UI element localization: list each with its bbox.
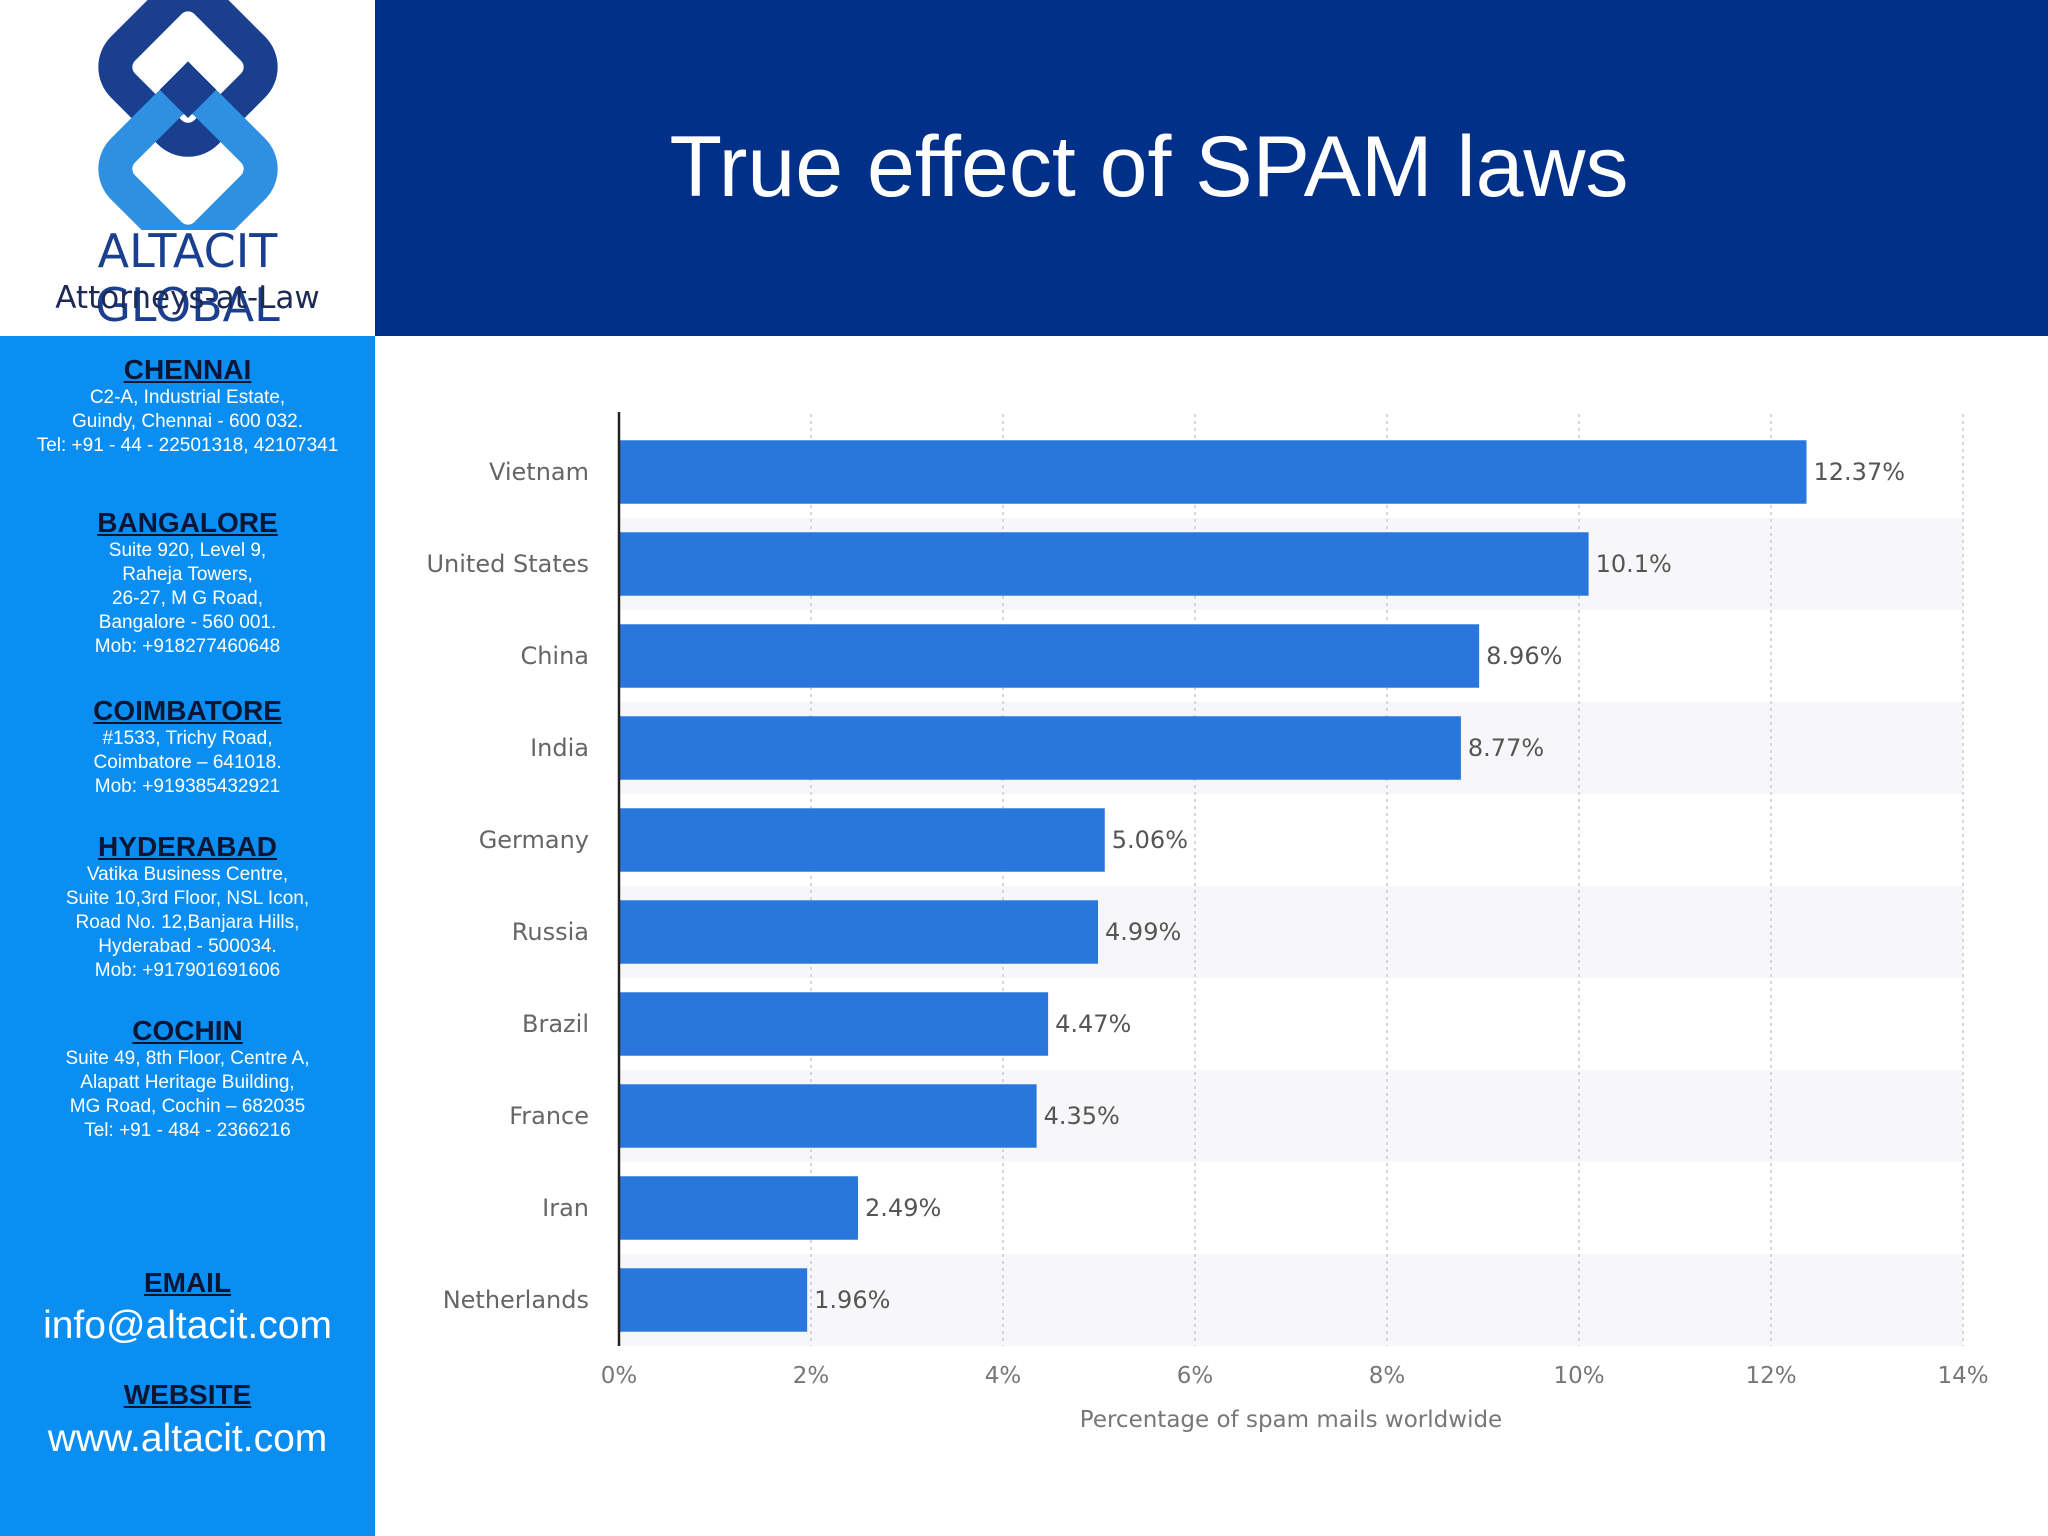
- office-hyderabad: HYDERABAD Vatika Business Centre, Suite …: [0, 831, 375, 983]
- logo-panel: ALTACIT GLOBAL Attorneys-at-Law: [0, 0, 375, 336]
- bar: [619, 1268, 808, 1332]
- office-name: CHENNAI: [123, 354, 252, 385]
- office-address-line: Alapatt Heritage Building,: [80, 1072, 295, 1093]
- value-label: 8.77%: [1468, 734, 1544, 762]
- sidebar: CHENNAI C2-A, Industrial Estate, Guindy,…: [0, 336, 375, 1536]
- logo-square-light: [98, 79, 278, 230]
- category-label: Vietnam: [489, 458, 589, 486]
- bar: [619, 1084, 1037, 1148]
- bar: [619, 1176, 859, 1240]
- x-tick-label: 0%: [601, 1363, 638, 1389]
- email-label: EMAIL: [143, 1267, 232, 1298]
- value-label: 5.06%: [1112, 826, 1188, 854]
- bar: [619, 992, 1049, 1056]
- bar: [619, 624, 1480, 688]
- brand-name: ALTACIT GLOBAL: [95, 224, 280, 332]
- bar: [619, 900, 1099, 964]
- office-phone: Mob: +919385432921: [94, 776, 281, 797]
- office-address-line: 26-27, M G Road,: [111, 588, 264, 609]
- office-name: COCHIN: [132, 1015, 243, 1046]
- office-address-line: Raheja Towers,: [122, 564, 253, 585]
- x-axis-title: Percentage of spam mails worldwide: [1080, 1407, 1502, 1433]
- website-label: WEBSITE: [123, 1379, 252, 1410]
- bar: [619, 440, 1807, 504]
- office-name: BANGALORE: [97, 507, 278, 538]
- category-label: France: [509, 1102, 589, 1130]
- row-stripe: [619, 1254, 1963, 1346]
- category-label: India: [530, 734, 589, 762]
- office-address-line: Suite 920, Level 9,: [108, 540, 267, 561]
- office-address-line: #1533, Trichy Road,: [102, 728, 273, 749]
- email-link[interactable]: info@altacit.com: [43, 1304, 332, 1347]
- x-tick-label: 6%: [1177, 1363, 1214, 1389]
- website-link[interactable]: www.altacit.com: [47, 1417, 328, 1460]
- office-cochin: COCHIN Suite 49, 8th Floor, Centre A, Al…: [0, 1015, 375, 1143]
- bar: [619, 808, 1105, 872]
- category-label: Germany: [479, 826, 589, 854]
- office-address-line: Suite 10,3rd Floor, NSL Icon,: [65, 888, 310, 909]
- value-label: 10.1%: [1596, 550, 1672, 578]
- category-label: Russia: [512, 918, 589, 946]
- category-label: China: [520, 642, 589, 670]
- x-tick-label: 10%: [1553, 1363, 1604, 1389]
- office-address-line: Vatika Business Centre,: [86, 864, 289, 885]
- office-phone: Mob: +917901691606: [94, 960, 281, 981]
- page-title: True effect of SPAM laws: [669, 119, 1629, 215]
- brand-tagline: Attorneys-at-Law: [55, 280, 320, 316]
- office-address-line: Coimbatore – 641018.: [93, 752, 282, 773]
- office-address-line: Guindy, Chennai - 600 032.: [72, 411, 303, 432]
- x-tick-label: 2%: [793, 1363, 830, 1389]
- office-coimbatore: COIMBATORE #1533, Trichy Road, Coimbator…: [0, 695, 375, 799]
- office-address-line: C2-A, Industrial Estate,: [89, 387, 286, 408]
- value-label: 4.47%: [1055, 1010, 1131, 1038]
- category-label: Netherlands: [443, 1286, 589, 1314]
- value-label: 4.35%: [1044, 1102, 1120, 1130]
- bar: [619, 716, 1461, 780]
- value-label: 8.96%: [1486, 642, 1562, 670]
- value-label: 12.37%: [1814, 458, 1906, 486]
- x-tick-label: 4%: [985, 1363, 1022, 1389]
- value-label: 4.99%: [1105, 918, 1181, 946]
- x-tick-label: 14%: [1937, 1363, 1988, 1389]
- office-phone: Tel: +91 - 44 - 22501318, 42107341: [36, 435, 339, 456]
- category-label: Iran: [542, 1194, 589, 1222]
- altacit-logo-icon: [98, 0, 278, 230]
- office-address-line: MG Road, Cochin – 682035: [69, 1096, 306, 1117]
- office-name: HYDERABAD: [98, 831, 277, 862]
- office-address-line: Road No. 12,Banjara Hills,: [75, 912, 300, 933]
- office-phone: Tel: +91 - 484 - 2366216: [84, 1120, 291, 1141]
- x-tick-label: 12%: [1745, 1363, 1796, 1389]
- bar-chart: Vietnam 12.37% United States 10.1% China 8.96…: [426, 412, 1989, 1433]
- office-chennai: CHENNAI C2-A, Industrial Estate, Guindy,…: [0, 354, 375, 458]
- value-label: 1.96%: [814, 1286, 890, 1314]
- office-address-line: Suite 49, 8th Floor, Centre A,: [65, 1048, 310, 1069]
- office-address-line: Hyderabad - 500034.: [98, 936, 277, 957]
- office-address-line: Bangalore - 560 001.: [98, 612, 277, 633]
- bar: [619, 532, 1589, 596]
- category-label: Brazil: [522, 1010, 589, 1038]
- office-phone: Mob: +918277460648: [94, 636, 281, 657]
- category-label: United States: [426, 550, 589, 578]
- office-name: COIMBATORE: [93, 695, 282, 726]
- x-tick-label: 8%: [1369, 1363, 1406, 1389]
- title-bar: True effect of SPAM laws: [375, 0, 2048, 336]
- chart-area: Vietnam 12.37% United States 10.1% China 8.96…: [375, 336, 2048, 1536]
- value-label: 2.49%: [865, 1194, 941, 1222]
- office-bangalore: BANGALORE Suite 920, Level 9, Raheja Tow…: [0, 507, 375, 659]
